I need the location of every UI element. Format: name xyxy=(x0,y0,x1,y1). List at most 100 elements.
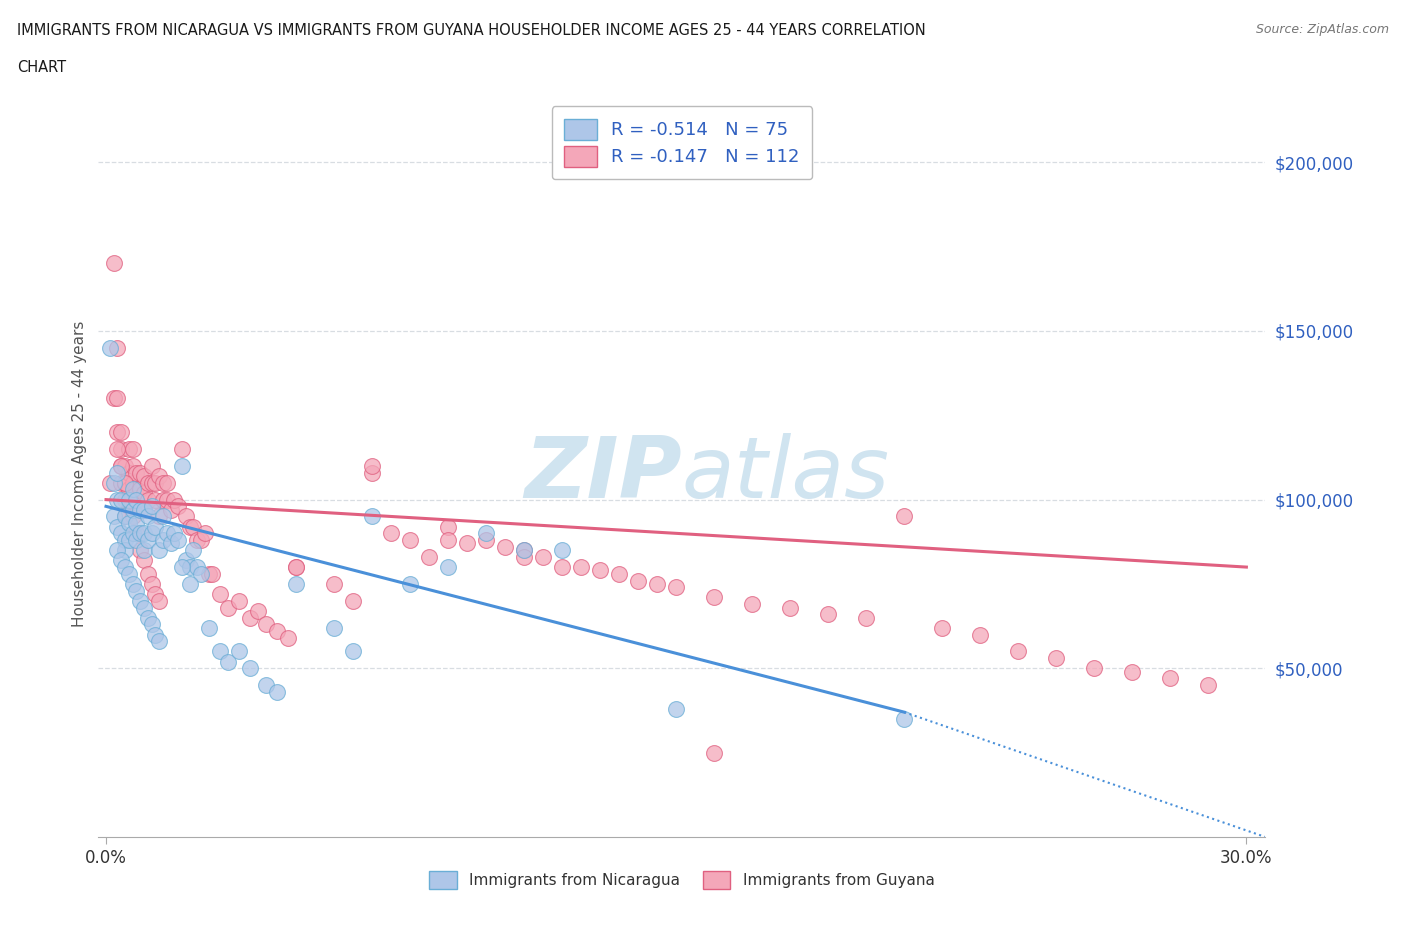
Point xyxy=(437,519,460,534)
Point xyxy=(1159,671,1181,685)
Point xyxy=(141,617,163,631)
Point xyxy=(163,492,186,507)
Point xyxy=(129,482,152,497)
Point xyxy=(114,475,136,490)
Point xyxy=(103,475,125,490)
Point xyxy=(179,519,201,534)
Point xyxy=(136,533,159,548)
Point xyxy=(136,610,159,625)
Point xyxy=(380,525,402,540)
Point xyxy=(399,533,422,548)
Point xyxy=(145,587,167,602)
Point xyxy=(107,340,129,355)
Point xyxy=(110,425,132,440)
Point xyxy=(114,533,136,548)
Point xyxy=(247,604,270,618)
Point xyxy=(110,553,132,568)
Point xyxy=(779,600,801,615)
Text: CHART: CHART xyxy=(17,60,66,75)
Point xyxy=(1007,644,1029,658)
Point xyxy=(145,475,167,490)
Point xyxy=(285,560,308,575)
Point xyxy=(148,543,170,558)
Point xyxy=(125,525,148,540)
Point xyxy=(114,509,136,524)
Point xyxy=(132,502,155,517)
Point xyxy=(103,391,125,405)
Legend: Immigrants from Nicaragua, Immigrants from Guyana: Immigrants from Nicaragua, Immigrants fr… xyxy=(423,865,941,895)
Point xyxy=(114,509,136,524)
Point xyxy=(1083,661,1105,676)
Y-axis label: Householder Income Ages 25 - 44 years: Householder Income Ages 25 - 44 years xyxy=(72,321,87,628)
Point xyxy=(183,543,205,558)
Point xyxy=(159,502,181,517)
Point xyxy=(110,475,132,490)
Point xyxy=(437,560,460,575)
Point xyxy=(645,577,668,591)
Point xyxy=(121,475,143,490)
Text: Source: ZipAtlas.com: Source: ZipAtlas.com xyxy=(1256,23,1389,36)
Point xyxy=(136,492,159,507)
Point xyxy=(569,560,592,575)
Point xyxy=(121,525,143,540)
Point xyxy=(361,458,384,473)
Point xyxy=(163,525,186,540)
Point xyxy=(741,597,763,612)
Point xyxy=(456,536,478,551)
Point xyxy=(186,533,208,548)
Point xyxy=(179,577,201,591)
Point xyxy=(627,573,650,588)
Point xyxy=(98,475,121,490)
Point xyxy=(197,620,219,635)
Point xyxy=(179,560,201,575)
Point xyxy=(152,533,174,548)
Point xyxy=(418,550,440,565)
Point xyxy=(107,425,129,440)
Point xyxy=(118,516,141,531)
Point xyxy=(156,492,179,507)
Point xyxy=(145,492,167,507)
Point xyxy=(607,566,630,581)
Point xyxy=(125,583,148,598)
Point xyxy=(129,525,152,540)
Point xyxy=(254,678,277,693)
Point xyxy=(114,560,136,575)
Point xyxy=(110,525,132,540)
Point xyxy=(513,550,536,565)
Point xyxy=(170,560,193,575)
Point xyxy=(531,550,554,565)
Point xyxy=(148,509,170,524)
Point xyxy=(239,610,262,625)
Point xyxy=(167,533,190,548)
Point xyxy=(125,465,148,480)
Point xyxy=(132,502,155,517)
Point xyxy=(114,475,136,490)
Point xyxy=(129,498,152,513)
Point xyxy=(285,560,308,575)
Point xyxy=(266,684,288,699)
Point xyxy=(125,516,148,531)
Point xyxy=(156,475,179,490)
Point xyxy=(703,745,725,760)
Point xyxy=(589,563,612,578)
Point xyxy=(323,577,346,591)
Point xyxy=(118,442,141,457)
Point xyxy=(209,587,232,602)
Point xyxy=(118,492,141,507)
Point xyxy=(159,536,181,551)
Point xyxy=(152,509,174,524)
Point xyxy=(190,566,212,581)
Point xyxy=(323,620,346,635)
Point xyxy=(132,543,155,558)
Point xyxy=(893,509,915,524)
Point xyxy=(148,634,170,649)
Point xyxy=(239,661,262,676)
Point xyxy=(285,577,308,591)
Point xyxy=(125,482,148,497)
Point xyxy=(969,627,991,642)
Point xyxy=(129,465,152,480)
Point xyxy=(141,577,163,591)
Point xyxy=(114,492,136,507)
Point xyxy=(125,533,148,548)
Point xyxy=(361,509,384,524)
